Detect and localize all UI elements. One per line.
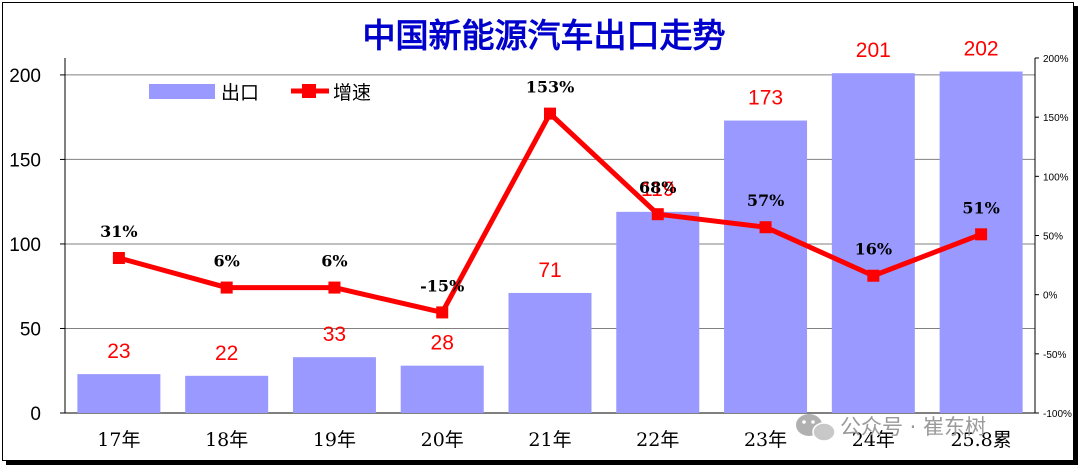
x-tick-label: 25.8累: [950, 429, 1011, 451]
legend-bar-swatch: [149, 84, 215, 99]
y-left-tick-label: 150: [9, 150, 41, 171]
growth-value-label: 6%: [321, 252, 347, 271]
bar: [616, 211, 700, 413]
growth-marker: [975, 228, 988, 241]
growth-value-label: 6%: [213, 252, 239, 271]
y-right-tick-label: -50%: [1043, 350, 1066, 361]
watermark-text: 公众号 · 崔东树: [840, 415, 986, 439]
bar: [400, 365, 484, 413]
bar-value-label: 22: [215, 342, 238, 365]
growth-value-label: -15%: [420, 276, 464, 295]
rate-labels: 31% 6% 6% -15% 153% 68% 57% 16% 51%: [100, 78, 1000, 296]
x-tick-label: 23年: [744, 429, 787, 451]
y-right-tick-label: 0%: [1043, 291, 1058, 302]
y-right-tick-label: 50%: [1043, 232, 1063, 243]
growth-marker: [759, 221, 772, 234]
y-axis-right: -100% -50% 0% 50% 100% 150% 200%: [1035, 54, 1072, 420]
growth-marker: [436, 306, 449, 319]
growth-marker: [867, 269, 880, 282]
y-right-tick-label: 100%: [1043, 172, 1069, 183]
y-right-tick-label: 200%: [1043, 54, 1069, 65]
y-right-tick-label: 150%: [1043, 113, 1069, 124]
bar: [831, 73, 915, 413]
chart-title: 中国新能源汽车出口走势: [363, 16, 726, 55]
bar-value-label: 28: [431, 332, 454, 355]
chart-frame: 中国新能源汽车出口走势 0 50 100 150 200 -100% -50% 0% 50% 1…: [2, 2, 1074, 461]
bar: [292, 357, 376, 413]
bar: [185, 375, 269, 413]
y-right-tick-label: -100%: [1043, 409, 1072, 420]
y-left-tick-label: 200: [9, 66, 41, 87]
bar: [508, 292, 592, 413]
legend-line-label: 增速: [333, 82, 371, 104]
bar: [77, 374, 161, 413]
x-tick-label: 21年: [528, 429, 571, 451]
x-tick-label: 20年: [421, 429, 464, 451]
y-left-tick-label: 50: [20, 319, 41, 340]
bar: [724, 120, 808, 414]
line-series: [112, 107, 988, 319]
bar-value-label: 71: [538, 259, 561, 282]
bar-value-label: 202: [964, 38, 999, 61]
bar-value-label: 173: [748, 87, 783, 110]
growth-marker: [651, 208, 664, 221]
growth-value-label: 153%: [526, 78, 575, 97]
growth-marker: [328, 281, 341, 294]
growth-value-label: 31%: [100, 222, 137, 241]
y-axis-left: 0 50 100 150 200: [9, 66, 65, 425]
bar-value-label: 201: [856, 39, 891, 62]
watermark: 公众号 · 崔东树: [796, 414, 986, 442]
y-left-tick-label: 0: [30, 404, 41, 425]
bar-labels: 23 22 33 28 71 119 173 201 202: [107, 38, 998, 365]
chart-svg: 中国新能源汽车出口走势 0 50 100 150 200 -100% -50% 0% 50% 1…: [9, 16, 1072, 451]
x-axis: 17年 18年 19年 20年 21年 22年 23年 24年 25.8累: [97, 429, 1011, 451]
bar: [939, 71, 1023, 414]
bar-value-label: 23: [107, 340, 130, 363]
y-left-tick-label: 100: [9, 235, 41, 256]
wechat-icon: [796, 414, 836, 442]
x-tick-label: 19年: [313, 429, 356, 451]
legend-bar-label: 出口: [221, 82, 259, 104]
growth-value-label: 68%: [639, 178, 676, 197]
x-tick-label: 22年: [636, 429, 679, 451]
growth-marker: [220, 281, 233, 294]
x-tick-label: 24年: [852, 429, 895, 451]
bar-value-label: 33: [323, 323, 346, 346]
growth-value-label: 51%: [962, 198, 999, 217]
bar-series: [77, 71, 1023, 414]
x-tick-label: 18年: [205, 429, 248, 451]
growth-value-label: 16%: [855, 240, 892, 259]
x-tick-label: 17年: [97, 429, 140, 451]
growth-marker: [544, 107, 556, 120]
growth-marker: [112, 251, 125, 264]
growth-value-label: 57%: [747, 191, 784, 210]
legend: 出口 增速: [149, 82, 371, 104]
bar-value-label: 119: [641, 178, 674, 201]
legend-line-marker: [302, 84, 316, 98]
